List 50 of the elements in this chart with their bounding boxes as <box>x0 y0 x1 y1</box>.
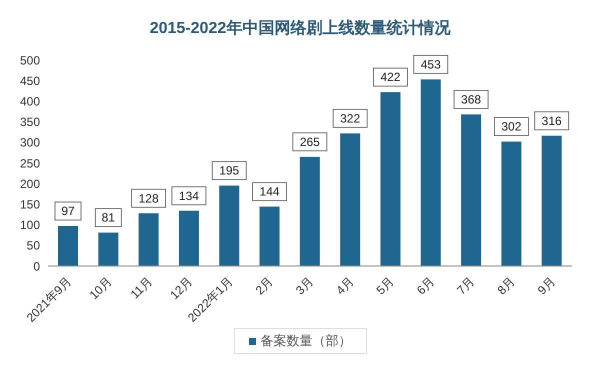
bar <box>138 213 159 266</box>
x-tick-label: 6月 <box>414 274 438 298</box>
y-tick-label: 100 <box>20 218 40 232</box>
data-label: 302 <box>501 120 522 134</box>
bar <box>178 210 199 266</box>
data-label: 134 <box>178 188 200 203</box>
bar <box>461 114 482 266</box>
x-tick-label: 11月 <box>128 274 155 302</box>
y-tick-label: 50 <box>26 238 40 253</box>
bar <box>300 156 320 266</box>
x-tick-label: 9月 <box>534 274 558 298</box>
data-label: 422 <box>380 70 401 84</box>
y-tick-label: 500 <box>20 53 40 68</box>
x-tick-label: 8月 <box>494 274 518 298</box>
x-tick-label: 4月 <box>333 274 356 298</box>
y-tick-label: 200 <box>20 176 40 191</box>
bar <box>98 232 118 266</box>
y-tick-label: 300 <box>20 136 40 150</box>
data-label: 128 <box>138 191 159 206</box>
x-tick-label: 2月 <box>252 274 276 298</box>
data-label: 81 <box>102 210 116 225</box>
y-tick-label: 0 <box>33 259 40 274</box>
y-tick-label: 250 <box>20 156 40 170</box>
data-label: 144 <box>260 184 280 199</box>
y-tick-label: 450 <box>20 74 40 88</box>
data-label: 97 <box>61 204 75 218</box>
x-tick-label: 7月 <box>454 274 478 298</box>
bar <box>219 186 240 266</box>
data-label: 316 <box>542 114 562 128</box>
data-label: 265 <box>300 134 320 149</box>
bar <box>542 136 562 266</box>
y-tick-label: 150 <box>20 197 40 212</box>
bar <box>58 226 78 266</box>
y-tick-label: 400 <box>20 94 40 108</box>
x-tick-label: 12月 <box>167 274 196 302</box>
y-tick-label: 350 <box>20 115 40 130</box>
x-tick-label: 5月 <box>374 274 397 298</box>
bar <box>340 133 360 266</box>
data-label: 195 <box>219 164 240 178</box>
x-tick-label: 10月 <box>86 274 115 302</box>
bar <box>260 206 280 266</box>
data-label: 368 <box>461 92 482 106</box>
data-label: 453 <box>420 57 442 72</box>
legend-label: 备案数量（部） <box>260 332 352 350</box>
chart-title: 2015-2022年中国网络剧上线数量统计情况 <box>148 18 452 39</box>
x-tick-label: 3月 <box>293 274 316 298</box>
data-label: 322 <box>340 111 360 126</box>
bar <box>420 79 441 266</box>
bar <box>380 92 400 266</box>
bar <box>501 142 522 266</box>
